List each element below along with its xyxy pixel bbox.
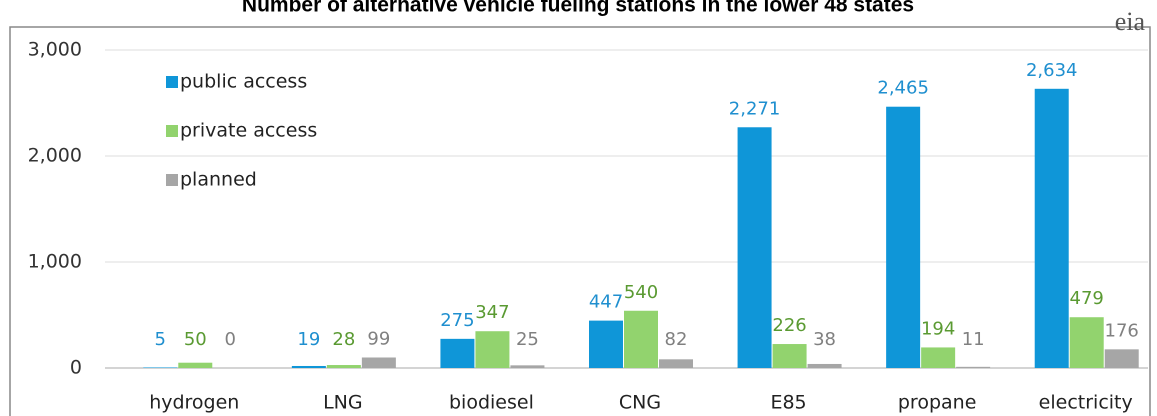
logo: eia xyxy=(1115,7,1146,36)
value-label: 50 xyxy=(184,329,207,350)
bar xyxy=(886,106,921,369)
value-label: 5 xyxy=(155,329,166,350)
value-label: 82 xyxy=(665,329,688,350)
value-label: 99 xyxy=(367,329,390,350)
value-label: 2,271 xyxy=(729,98,781,119)
bar xyxy=(178,362,213,368)
value-label: 275 xyxy=(440,310,474,331)
chart-title: Number of alternative vehicle fueling st… xyxy=(242,0,914,17)
bar xyxy=(772,344,807,368)
y-tick-label: 1,000 xyxy=(28,251,82,273)
bar xyxy=(1104,349,1139,368)
value-label: 25 xyxy=(516,329,539,350)
value-label: 176 xyxy=(1105,320,1139,341)
legend-label: private access xyxy=(180,120,317,142)
bar xyxy=(361,357,396,368)
legend-swatch xyxy=(166,76,178,88)
bar xyxy=(921,347,956,368)
value-label: 2,465 xyxy=(877,78,929,99)
value-label: 11 xyxy=(962,329,985,350)
value-label: 19 xyxy=(297,329,320,350)
value-label: 194 xyxy=(921,318,955,339)
y-tick-label: 3,000 xyxy=(28,39,82,61)
bar xyxy=(475,331,510,368)
bar xyxy=(440,338,475,368)
chart-frame xyxy=(9,26,1151,416)
value-label: 226 xyxy=(772,315,806,336)
y-tick-label: 0 xyxy=(70,357,82,379)
bar xyxy=(143,367,178,368)
y-tick-label: 2,000 xyxy=(28,145,82,167)
bar xyxy=(291,365,326,368)
bar xyxy=(589,320,623,368)
bar xyxy=(1034,88,1069,369)
x-tick-label: E85 xyxy=(770,392,806,414)
value-label: 0 xyxy=(225,329,236,350)
x-tick-label: electricity xyxy=(1039,392,1133,414)
value-label: 38 xyxy=(813,329,836,350)
legend-label: public access xyxy=(180,71,307,93)
bar xyxy=(326,365,361,368)
legend-swatch xyxy=(166,125,178,137)
bar xyxy=(956,366,991,368)
value-label: 540 xyxy=(624,282,658,303)
value-label: 479 xyxy=(1070,288,1104,309)
bar xyxy=(510,365,545,368)
x-tick-label: LNG xyxy=(323,392,363,414)
legend-swatch xyxy=(166,174,178,186)
x-tick-label: propane xyxy=(898,392,977,414)
value-label: 447 xyxy=(589,292,623,313)
bar xyxy=(1069,317,1104,368)
legend-label: planned xyxy=(180,169,257,191)
x-tick-label: CNG xyxy=(619,392,661,414)
x-tick-label: biodiesel xyxy=(449,392,534,414)
value-label: 2,634 xyxy=(1026,60,1078,81)
x-tick-label: hydrogen xyxy=(149,392,239,414)
bar xyxy=(737,127,772,368)
value-label: 347 xyxy=(475,302,509,323)
bar xyxy=(624,310,658,368)
bar xyxy=(659,359,693,368)
value-label: 28 xyxy=(332,329,355,350)
bar xyxy=(807,363,842,368)
